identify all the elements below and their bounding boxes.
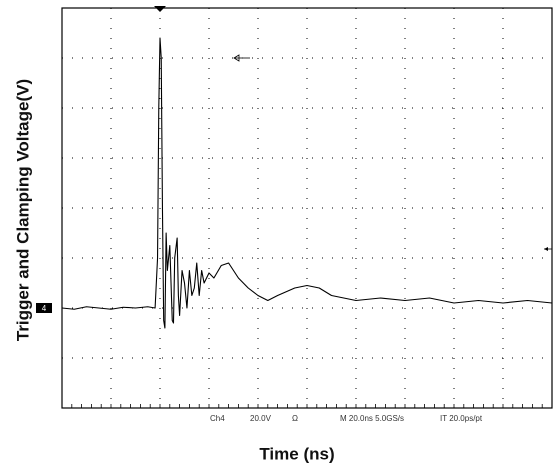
waveform (61, 37, 553, 329)
readout-channel: Ch4 (210, 414, 225, 423)
readout-scale: 20.0V (250, 414, 272, 423)
ground-marker-box (36, 303, 52, 313)
plot-frame (61, 7, 553, 409)
graticule (62, 8, 552, 408)
readout-timebase: M 20.0ns 5.0GS/s (340, 414, 404, 423)
readout-interval: IT 20.0ps/pt (440, 414, 483, 423)
level-arrow (544, 247, 552, 251)
y-axis-title: Trigger and Clamping Voltage(V) (13, 79, 32, 341)
trigger-marker (154, 6, 166, 12)
cursor-arrow (233, 54, 250, 62)
ground-marker: 4 (42, 304, 47, 313)
readout-impedance: Ω (292, 414, 298, 423)
x-axis-title: Time (ns) (259, 444, 334, 463)
